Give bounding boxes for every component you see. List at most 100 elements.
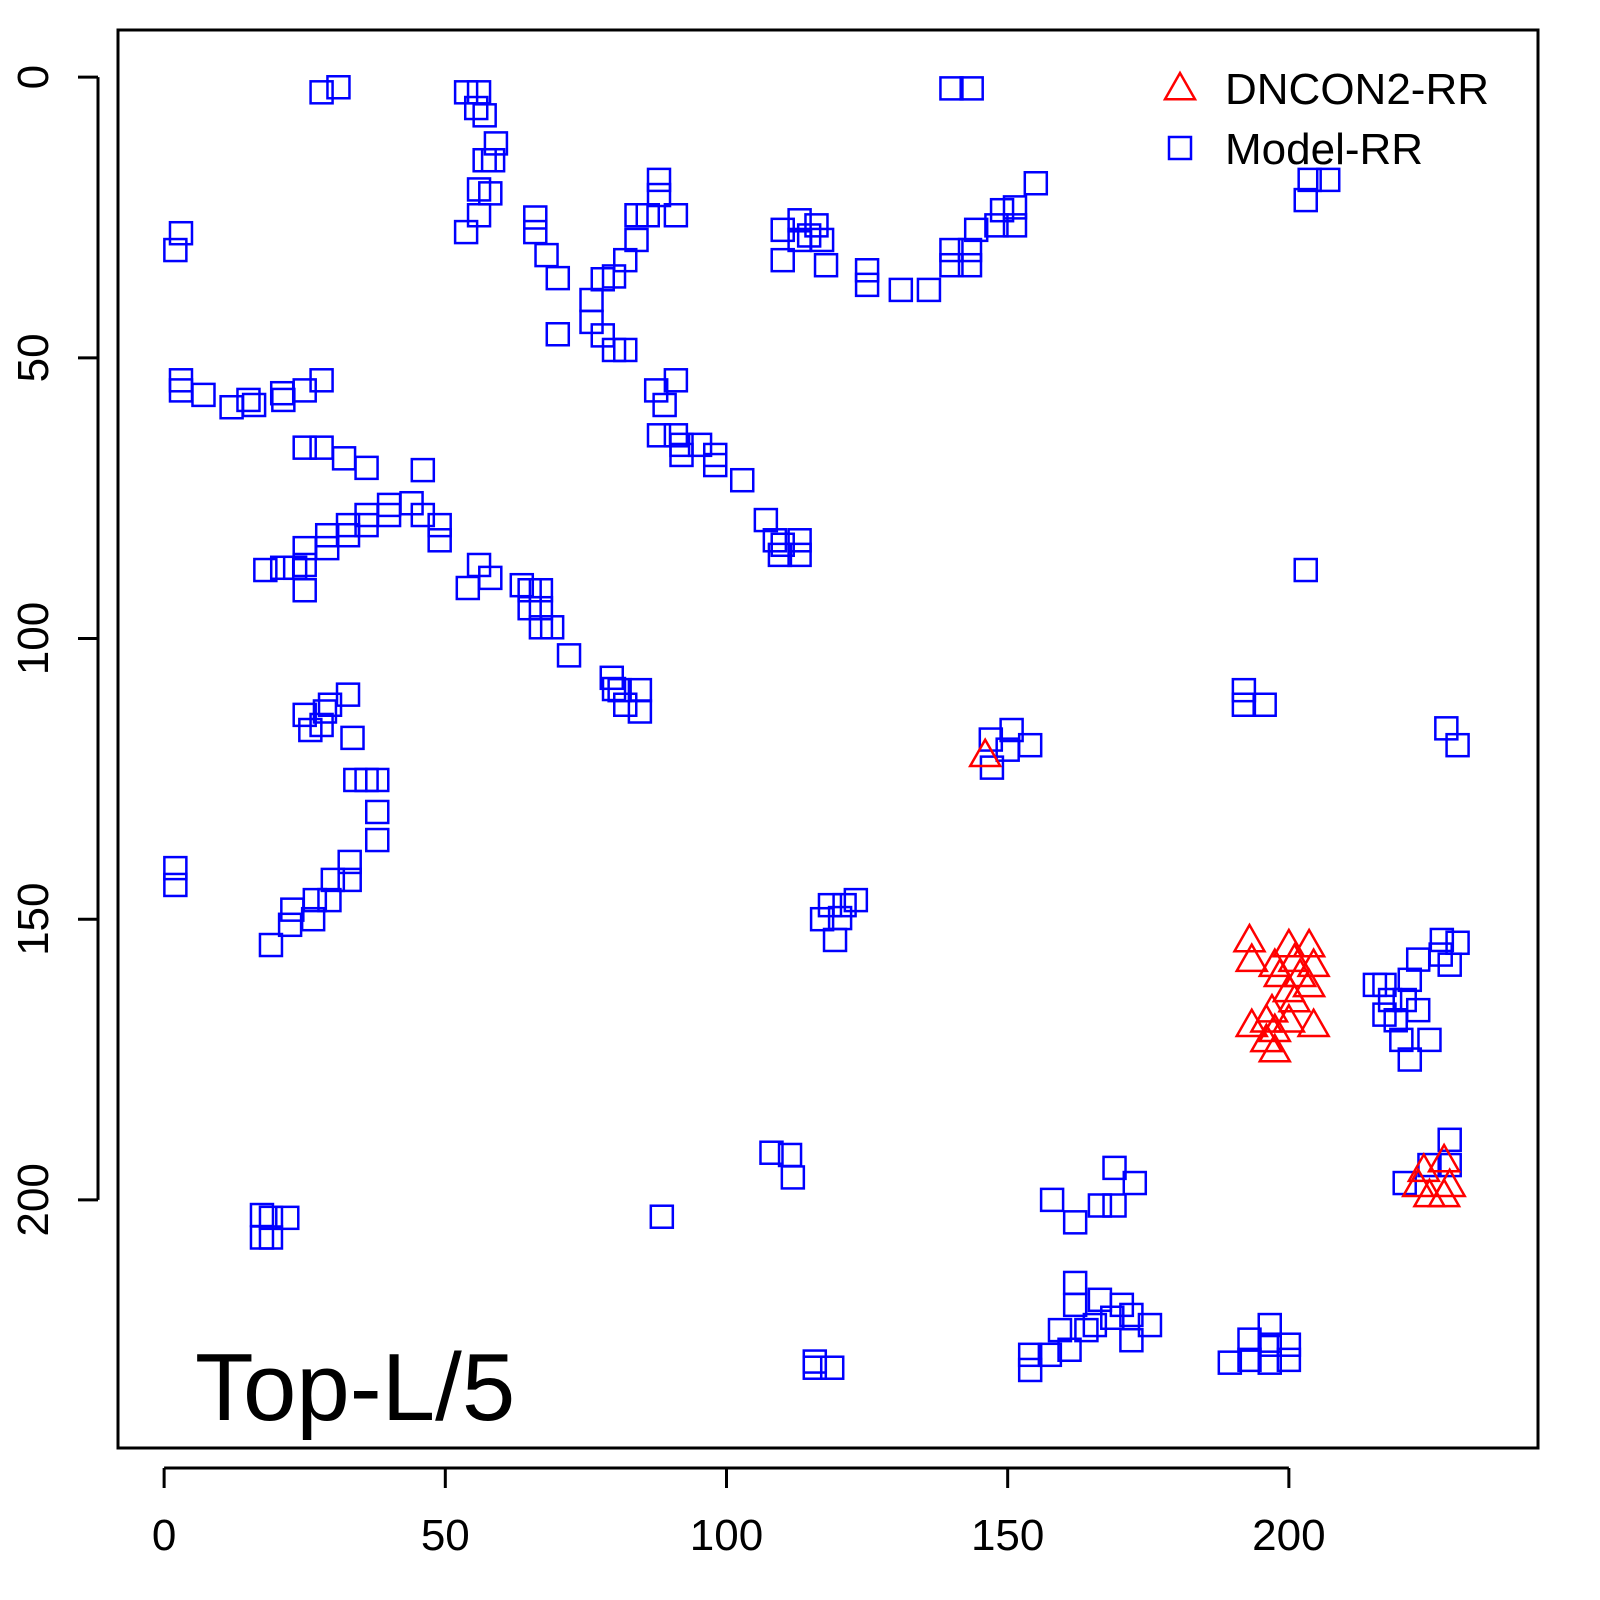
point	[292, 577, 317, 603]
point	[1231, 692, 1257, 718]
point	[314, 535, 340, 561]
point	[939, 76, 964, 101]
point	[1297, 167, 1322, 193]
point	[729, 467, 755, 493]
point	[959, 76, 984, 101]
point	[1100, 1305, 1125, 1331]
point	[1277, 982, 1312, 1013]
x-tick-label: 150	[971, 1511, 1044, 1560]
point	[579, 287, 604, 313]
y-tick-label: 200	[9, 1163, 58, 1236]
point	[963, 217, 989, 243]
point	[292, 552, 317, 578]
point	[1257, 1332, 1282, 1357]
point	[1389, 1027, 1414, 1053]
y-tick-label: 50	[9, 333, 58, 382]
point	[979, 755, 1005, 780]
point	[472, 147, 497, 173]
point	[219, 394, 244, 420]
point	[1254, 992, 1290, 1023]
point	[241, 392, 267, 418]
point	[624, 227, 649, 253]
x-tick-label: 50	[421, 1511, 470, 1560]
point	[822, 927, 848, 953]
point	[1426, 1177, 1462, 1208]
point	[1405, 947, 1431, 972]
point	[1437, 1127, 1462, 1153]
point	[410, 457, 436, 483]
point	[939, 252, 964, 278]
point	[1234, 942, 1269, 973]
point	[1237, 1347, 1262, 1373]
point	[269, 380, 295, 406]
point	[999, 717, 1024, 743]
legend-text: DNCON2-RR	[1225, 65, 1489, 114]
legend-text: Model-RR	[1225, 125, 1423, 174]
point	[1276, 1347, 1302, 1373]
point	[804, 213, 829, 238]
point	[1293, 557, 1318, 583]
point	[1262, 957, 1298, 988]
point	[236, 387, 261, 413]
point	[354, 455, 379, 481]
point	[1074, 1317, 1099, 1343]
point	[1276, 1332, 1302, 1357]
point	[1057, 1337, 1082, 1363]
point	[843, 887, 869, 913]
point	[365, 799, 390, 825]
annotation: Top-L/5	[195, 1334, 515, 1441]
y-tick-label: 0	[9, 65, 58, 89]
point	[326, 75, 351, 100]
point	[309, 368, 334, 393]
point	[1122, 1170, 1148, 1196]
point	[1002, 213, 1028, 238]
legend-marker	[1167, 135, 1193, 161]
point	[309, 435, 334, 460]
point	[770, 247, 795, 273]
point	[365, 827, 390, 853]
point	[957, 252, 983, 278]
point	[601, 676, 627, 702]
point	[762, 528, 788, 553]
point	[759, 1140, 784, 1165]
point	[1102, 1155, 1127, 1181]
point	[1296, 1007, 1331, 1038]
point	[1406, 1152, 1441, 1183]
point	[702, 452, 728, 478]
x-tick-label: 0	[152, 1511, 176, 1560]
point	[802, 1349, 828, 1374]
point	[1293, 187, 1318, 213]
point	[613, 337, 638, 363]
point	[466, 202, 492, 228]
point	[340, 725, 365, 751]
point	[1291, 967, 1327, 998]
point	[258, 932, 284, 958]
point	[275, 1205, 300, 1231]
point	[523, 219, 548, 245]
point	[1017, 1342, 1043, 1368]
point	[627, 677, 653, 703]
point	[1119, 1327, 1144, 1353]
point	[767, 542, 793, 568]
plot-frame	[116, 28, 1540, 1450]
point	[1397, 1047, 1423, 1072]
point	[916, 277, 942, 303]
point	[1429, 927, 1455, 953]
x-tick-label: 100	[690, 1511, 763, 1560]
point	[478, 565, 503, 591]
point	[753, 507, 779, 533]
point	[1257, 1032, 1292, 1063]
point	[1002, 195, 1028, 220]
point	[539, 615, 565, 640]
point	[253, 557, 278, 583]
point	[365, 767, 390, 793]
point	[463, 95, 489, 121]
point	[163, 872, 188, 898]
point	[1102, 1193, 1127, 1218]
point	[280, 897, 305, 922]
point	[320, 867, 346, 893]
point	[1426, 1142, 1462, 1173]
point	[1372, 1002, 1397, 1027]
point	[1401, 1167, 1436, 1198]
point	[472, 103, 497, 128]
